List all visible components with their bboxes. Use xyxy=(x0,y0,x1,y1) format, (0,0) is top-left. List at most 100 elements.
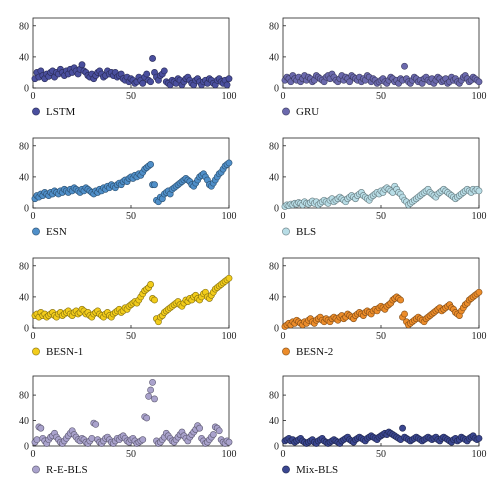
data-point xyxy=(92,420,100,428)
x-tick-label: 100 xyxy=(472,449,487,460)
data-point xyxy=(151,296,158,304)
x-tick-label: 50 xyxy=(376,449,386,460)
data-point xyxy=(149,378,156,386)
legend-label: ESN xyxy=(46,226,67,238)
data-point xyxy=(475,288,483,296)
data-point xyxy=(151,395,158,403)
y-tick-label: 0 xyxy=(274,442,279,453)
data-point xyxy=(78,61,86,69)
legend-marker xyxy=(282,465,290,474)
legend-marker xyxy=(282,347,290,356)
data-point xyxy=(33,436,41,444)
x-tick-label: 50 xyxy=(376,331,386,342)
x-tick-label: 100 xyxy=(472,211,487,222)
y-tick-label: 0 xyxy=(274,84,279,95)
x-tick-label: 100 xyxy=(222,211,237,222)
legend-label: BESN-1 xyxy=(46,346,83,358)
chart-panel: 0 40 80 0 50 100 LSTM xyxy=(19,17,237,118)
data-point xyxy=(143,70,151,78)
x-tick-label: 100 xyxy=(472,331,487,342)
x-tick-label: 50 xyxy=(376,91,386,102)
data-point xyxy=(147,78,154,86)
y-tick-label: 40 xyxy=(269,52,279,63)
y-tick-label: 80 xyxy=(19,261,29,272)
y-tick-label: 40 xyxy=(19,416,29,427)
y-tick-label: 0 xyxy=(24,204,29,215)
data-point xyxy=(147,281,154,288)
x-tick-label: 50 xyxy=(126,331,136,342)
legend-label: LSTM xyxy=(46,106,76,118)
data-point xyxy=(215,427,223,435)
data-point xyxy=(225,159,233,167)
y-tick-label: 40 xyxy=(19,172,29,183)
x-tick-label: 0 xyxy=(281,211,286,222)
legend-label: GRU xyxy=(296,106,319,118)
x-tick-label: 0 xyxy=(281,331,286,342)
data-point xyxy=(149,55,156,62)
legend-marker xyxy=(32,227,40,236)
legend-marker xyxy=(32,465,40,474)
data-point xyxy=(401,310,408,318)
y-tick-label: 80 xyxy=(19,391,29,402)
x-tick-label: 100 xyxy=(472,91,487,102)
data-point xyxy=(225,438,233,446)
data-point xyxy=(209,431,217,438)
data-point xyxy=(475,434,483,442)
y-tick-label: 40 xyxy=(269,172,279,183)
legend-label: BESN-2 xyxy=(296,346,333,358)
y-tick-label: 40 xyxy=(269,292,279,303)
data-point xyxy=(475,78,483,86)
x-tick-label: 50 xyxy=(126,211,136,222)
x-tick-label: 100 xyxy=(222,91,237,102)
y-tick-label: 80 xyxy=(19,141,29,152)
data-point xyxy=(160,67,168,75)
x-tick-label: 50 xyxy=(376,211,386,222)
chart-panel: 0 40 80 0 50 100 Mix-BLS xyxy=(269,375,487,476)
data-point xyxy=(139,79,147,87)
legend-marker xyxy=(32,347,40,356)
x-tick-label: 0 xyxy=(31,331,36,342)
y-tick-label: 80 xyxy=(269,141,279,152)
chart-panel: 0 40 80 0 50 100 ESN xyxy=(19,137,237,238)
data-point xyxy=(225,75,233,83)
data-point xyxy=(37,424,45,432)
data-point xyxy=(196,424,203,432)
y-tick-label: 40 xyxy=(269,416,279,427)
data-point xyxy=(143,414,151,422)
chart-panel: 0 40 80 0 50 100 BESN-2 xyxy=(269,257,487,358)
legend-label: BLS xyxy=(296,226,316,238)
x-tick-label: 0 xyxy=(31,91,36,102)
chart-panel: 0 40 80 0 50 100 R-E-BLS xyxy=(19,375,237,476)
data-point xyxy=(225,274,233,282)
y-tick-label: 0 xyxy=(24,84,29,95)
y-tick-label: 0 xyxy=(24,442,29,453)
data-point xyxy=(147,386,154,394)
data-point xyxy=(151,181,158,189)
x-tick-label: 0 xyxy=(281,91,286,102)
x-tick-label: 0 xyxy=(281,449,286,460)
chart-panel: 0 40 80 0 50 100 GRU xyxy=(269,17,487,118)
legend-label: R-E-BLS xyxy=(46,464,88,476)
x-tick-label: 0 xyxy=(31,449,36,460)
data-point xyxy=(147,161,154,168)
plot-frame xyxy=(32,375,230,447)
y-tick-label: 40 xyxy=(19,52,29,63)
x-tick-label: 50 xyxy=(126,449,136,460)
y-tick-label: 80 xyxy=(19,21,29,32)
legend-marker xyxy=(282,107,290,116)
data-point xyxy=(139,436,147,444)
y-tick-label: 0 xyxy=(274,324,279,335)
data-point xyxy=(475,187,483,195)
chart-panel: 0 40 80 0 50 100 BLS xyxy=(269,137,487,238)
y-tick-label: 40 xyxy=(19,292,29,303)
x-tick-label: 100 xyxy=(222,331,237,342)
data-point xyxy=(88,434,96,442)
legend-marker xyxy=(282,227,290,236)
y-tick-label: 0 xyxy=(24,324,29,335)
y-tick-label: 80 xyxy=(269,261,279,272)
data-point xyxy=(145,392,153,400)
chart-panel: 0 40 80 0 50 100 BESN-1 xyxy=(19,257,237,358)
y-tick-label: 80 xyxy=(269,21,279,32)
x-tick-label: 100 xyxy=(222,449,237,460)
